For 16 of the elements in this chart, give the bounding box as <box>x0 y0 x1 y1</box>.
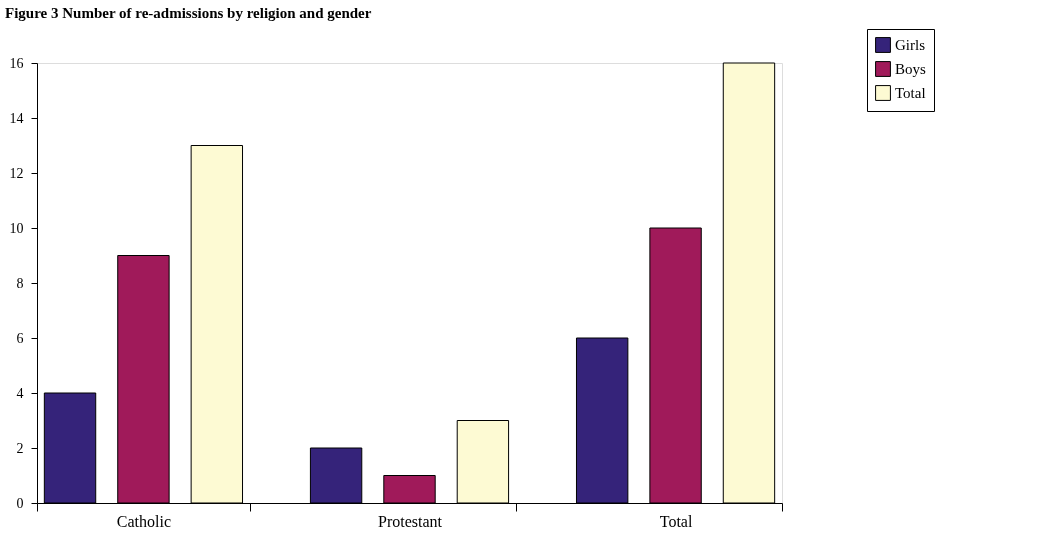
y-tick-label: 14 <box>9 110 24 126</box>
x-tick-label: Catholic <box>116 512 172 530</box>
y-tick-label: 0 <box>16 495 24 511</box>
y-tick-label: 10 <box>9 220 24 236</box>
chart-title: Figure 3 Number of re-admissions by religion and gender <box>5 4 372 21</box>
legend-label: Boys <box>895 61 926 77</box>
y-tick-label: 8 <box>16 275 24 291</box>
y-tick-label: 16 <box>9 55 24 71</box>
y-tick-label: 4 <box>16 385 24 401</box>
x-tick-label: Protestant <box>378 512 443 530</box>
y-tick-label: 12 <box>9 165 24 181</box>
y-tick-label: 2 <box>16 440 24 456</box>
legend-label: Total <box>895 85 926 101</box>
legend-label: Girls <box>895 37 926 53</box>
y-tick-label: 6 <box>16 330 24 346</box>
x-tick-label: Total <box>659 512 693 530</box>
